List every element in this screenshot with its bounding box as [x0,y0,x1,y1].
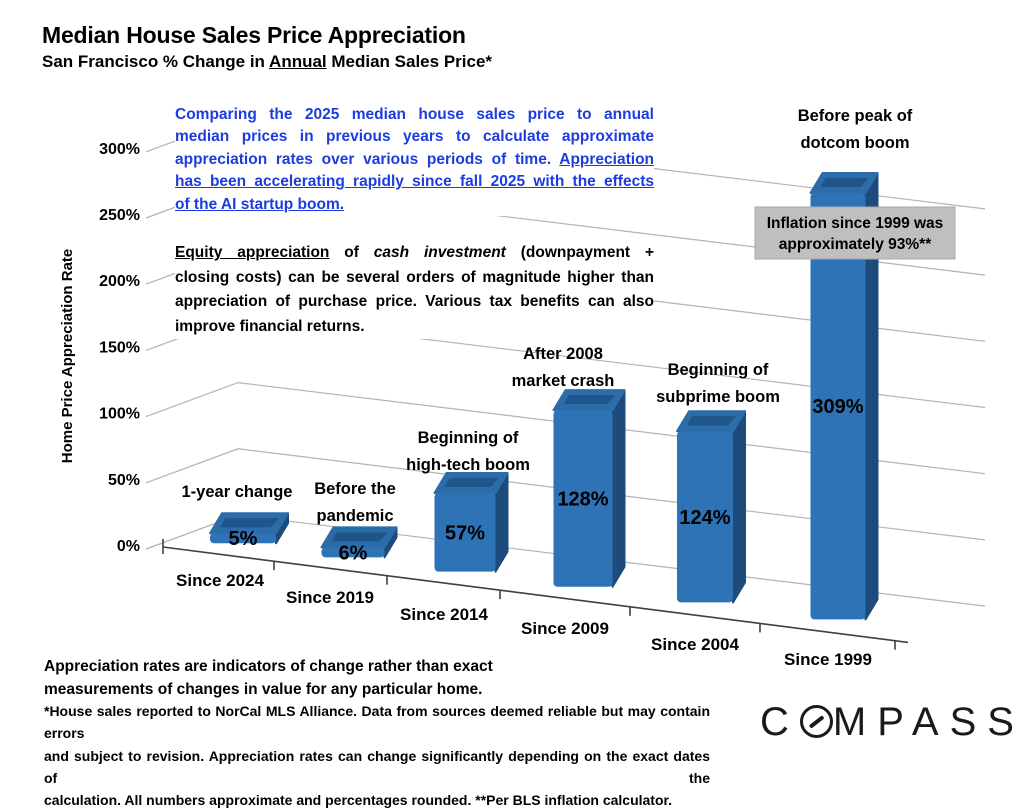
page-subtitle: San Francisco % Change in Annual Median … [42,52,493,71]
bar-front-face [677,431,733,603]
y-tick-label-300%: 300% [99,141,140,158]
bar-value-label-since-1999: 309% [812,396,863,418]
bar-annotation-1-line-0: Before the [314,480,396,498]
bar-top-inset [220,518,279,528]
bar-since-1999 [809,171,879,621]
y-tick-label-50%: 50% [108,472,140,489]
bar-annotation-2-line-1: high-tech boom [406,456,530,474]
bar-annotation-4-line-1: subprime boom [656,388,780,406]
bar-value-label-since-2019: 6% [339,542,368,564]
inflation-callout-line1: Inflation since 1999 was [767,215,944,232]
page-title: Median House Sales Price Appreciation [42,22,466,48]
bar-front-face [810,192,866,620]
bar-since-2019 [320,526,398,559]
y-axis-title: Home Price Appreciation Rate [59,249,76,464]
y-tick-label-250%: 250% [99,207,140,224]
bar-top-inset [820,177,869,187]
disclaimer-note: Appreciation rates are indicators of cha… [44,656,514,701]
bar-top-inset [687,416,736,426]
compass-o-icon [799,705,833,738]
bar-front-face [434,492,496,572]
category-label-since-2014: Since 2014 [400,605,488,624]
footnote-text: *House sales reported to NorCal MLS Alli… [44,700,710,811]
bar-top-inset [331,532,388,542]
x-axis-line [162,546,909,644]
equity-appreciation-note: Equity appreciation of cash investment (… [175,241,654,340]
bar-side-face [611,389,626,588]
bar-annotation-0-line-0: 1-year change [182,483,293,501]
category-label-since-2024: Since 2024 [176,571,264,590]
bar-front-face [210,533,276,544]
blue-commentary-note: Comparing the 2025 median house sales pr… [175,104,654,217]
category-label-since-2009: Since 2009 [521,619,609,638]
bar-since-2014 [433,471,509,573]
bar-since-2024 [209,512,289,545]
page: { "header": { "title": "Median House Sal… [0,0,1024,768]
bar-front-face [553,410,613,587]
bar-front-face [321,547,385,558]
bar-since-2009 [552,389,626,588]
bar-side-face [732,410,746,604]
inflation-callout-box [754,206,956,260]
bar-annotation-3-line-0: After 2008 [523,345,603,363]
bar-value-label-since-2009: 128% [557,488,608,510]
bar-annotation-5-line-0: Before peak of [798,107,913,125]
inflation-callout-line2: approximately 93%** [779,236,932,253]
compass-logo: C MPASS [760,700,1014,746]
bar-annotation-2-line-0: Beginning of [418,429,519,447]
bar-value-label-since-2024: 5% [229,528,258,550]
bar-since-2004 [676,410,746,604]
category-label-since-2019: Since 2019 [286,588,374,607]
bar-annotation-4-line-0: Beginning of [668,361,769,379]
category-label-since-1999: Since 1999 [784,650,872,669]
bar-annotation-5-line-1: dotcom boom [800,134,909,152]
y-tick-label-100%: 100% [99,406,140,423]
category-label-since-2004: Since 2004 [651,635,739,654]
bar-top-inset [563,395,616,405]
y-tick-label-150%: 150% [99,339,140,356]
y-tick-label-200%: 200% [99,273,140,290]
compass-logo-letter-c: C [760,700,800,744]
bar-value-label-since-2004: 124% [679,507,730,529]
y-tick-label-0%: 0% [117,538,140,555]
compass-logo-letters: MPASS [832,700,1024,744]
bar-annotation-1-line-1: pandemic [316,507,393,525]
bar-top-inset [444,477,499,487]
bar-value-label-since-2014: 57% [445,522,485,544]
bar-annotation-3-line-1: market crash [512,372,615,390]
